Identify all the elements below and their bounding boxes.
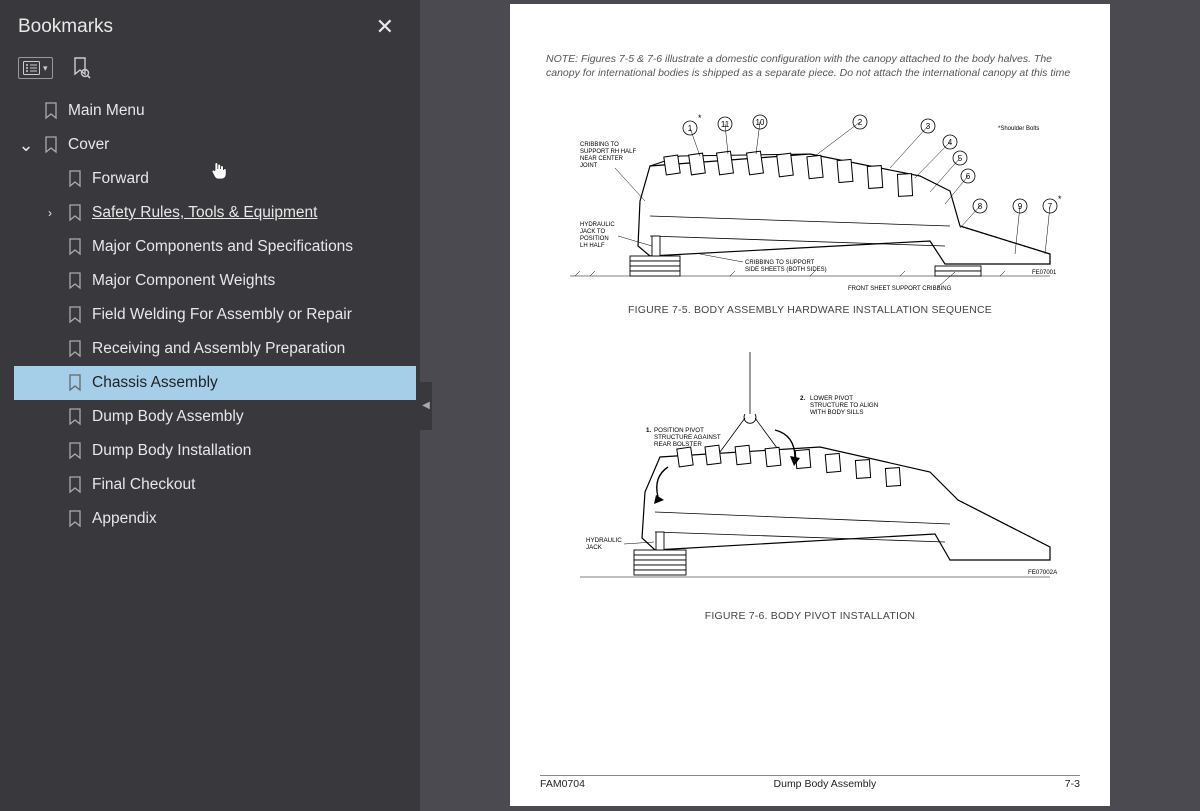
svg-text:9: 9 — [1018, 202, 1023, 211]
bookmark-item[interactable]: Main Menu — [14, 94, 416, 128]
svg-text:3: 3 — [926, 122, 931, 131]
bookmark-label: Forward — [92, 170, 149, 188]
svg-text:*: * — [698, 113, 702, 123]
options-button[interactable]: ▾ — [18, 57, 53, 79]
bookmark-label: Final Checkout — [92, 476, 195, 494]
footer-right: 7-3 — [1065, 778, 1080, 790]
note-text: NOTE: Figures 7-5 & 7-6 illustrate a dom… — [532, 52, 1088, 80]
bookmark-icon — [42, 136, 60, 154]
bookmark-icon — [66, 272, 84, 290]
bookmark-label: Safety Rules, Tools & Equipment — [92, 204, 317, 222]
bookmarks-header: Bookmarks ✕ — [0, 0, 420, 50]
find-bookmark-icon[interactable] — [69, 56, 93, 80]
bookmark-icon — [66, 374, 84, 392]
svg-text:FE07001: FE07001 — [1032, 270, 1057, 276]
bookmarks-toolbar: ▾ — [0, 50, 420, 94]
bookmark-icon — [66, 510, 84, 528]
bookmark-label: Field Welding For Assembly or Repair — [92, 306, 352, 324]
svg-text:FRONT SHEET SUPPORT CRIBBING: FRONT SHEET SUPPORT CRIBBING — [848, 286, 952, 292]
svg-text:HYDRAULICJACK TOPOSITIONLH HAL: HYDRAULICJACK TOPOSITIONLH HALF — [580, 222, 615, 249]
svg-text:1.: 1. — [646, 427, 651, 434]
collapse-handle-icon[interactable]: ◀ — [420, 382, 432, 430]
svg-text:2: 2 — [858, 118, 863, 127]
bookmark-icon — [66, 476, 84, 494]
bookmark-item[interactable]: Final Checkout — [14, 468, 416, 502]
bookmark-item[interactable]: Forward — [14, 162, 416, 196]
bookmark-item[interactable]: Major Component Weights — [14, 264, 416, 298]
document-viewport[interactable]: NOTE: Figures 7-5 & 7-6 illustrate a dom… — [420, 0, 1200, 811]
bookmark-item[interactable]: › Safety Rules, Tools & Equipment — [14, 196, 416, 230]
bookmark-label: Main Menu — [68, 102, 145, 120]
bookmark-icon — [66, 238, 84, 256]
bookmark-item[interactable]: Chassis Assembly — [14, 366, 416, 400]
svg-text:CRIBBING TO SUPPORTSIDE SHEETS: CRIBBING TO SUPPORTSIDE SHEETS (BOTH SID… — [745, 260, 827, 273]
page-footer: FAM0704 Dump Body Assembly 7-3 — [510, 773, 1110, 800]
bookmarks-list: Main Menu ⌄ Cover Forward › Safety Rules, Too… — [0, 94, 420, 811]
footer-left: FAM0704 — [540, 778, 585, 790]
bookmark-item[interactable]: Dump Body Installation — [14, 434, 416, 468]
bookmark-label: Dump Body Assembly — [92, 408, 244, 426]
bookmark-icon — [42, 102, 60, 120]
svg-text:FE07002A: FE07002A — [1028, 569, 1058, 576]
bookmark-label: Appendix — [92, 510, 157, 528]
bookmark-icon — [66, 170, 84, 188]
svg-text:4: 4 — [948, 138, 953, 147]
bookmark-label: Receiving and Assembly Preparation — [92, 340, 345, 358]
svg-text:10: 10 — [756, 118, 765, 127]
bookmark-label: Major Component Weights — [92, 272, 275, 290]
svg-text:7: 7 — [1048, 202, 1053, 211]
svg-text:LOWER PIVOTSTRUCTURE TO ALIGNW: LOWER PIVOTSTRUCTURE TO ALIGNWITH BODY S… — [810, 395, 878, 416]
svg-text:6: 6 — [966, 172, 971, 181]
svg-text:8: 8 — [978, 202, 983, 211]
bookmark-item[interactable]: Receiving and Assembly Preparation — [14, 332, 416, 366]
bookmark-icon — [66, 408, 84, 426]
figure-7-5: 1111023456897 — [532, 106, 1088, 316]
bookmark-item[interactable]: Major Components and Specifications — [14, 230, 416, 264]
chevron-down-icon[interactable]: ⌄ — [18, 135, 34, 156]
svg-text:POSITION PIVOTSTRUCTURE AGAIN: POSITION PIVOTSTRUCTURE AGAINSTREAR BOLS… — [654, 427, 721, 448]
bookmark-label: Dump Body Installation — [92, 442, 251, 460]
svg-text:HYDRAULICJACK: HYDRAULICJACK — [586, 537, 622, 551]
bookmark-icon — [66, 340, 84, 358]
pdf-page: NOTE: Figures 7-5 & 7-6 illustrate a dom… — [510, 4, 1110, 806]
bookmark-icon — [66, 306, 84, 324]
bookmark-label: Cover — [68, 136, 109, 154]
bookmark-item[interactable]: ⌄ Cover — [14, 128, 416, 162]
figure-caption: FIGURE 7-6. BODY PIVOT INSTALLATION — [532, 610, 1088, 622]
bookmark-label: Chassis Assembly — [92, 374, 218, 392]
svg-text:CRIBBING TOSUPPORT RH HALFNEAR: CRIBBING TOSUPPORT RH HALFNEAR CENTERJOI… — [580, 142, 636, 169]
svg-text:5: 5 — [958, 154, 963, 163]
svg-text:*Shoulder Bolts: *Shoulder Bolts — [998, 126, 1039, 132]
bookmark-label: Major Components and Specifications — [92, 238, 353, 256]
svg-text:2.: 2. — [800, 395, 805, 402]
bookmark-item[interactable]: Dump Body Assembly — [14, 400, 416, 434]
bookmark-icon — [66, 442, 84, 460]
footer-center: Dump Body Assembly — [774, 778, 877, 790]
figure-caption: FIGURE 7-5. BODY ASSEMBLY HARDWARE INSTA… — [532, 304, 1088, 316]
bookmarks-title: Bookmarks — [18, 16, 113, 38]
figure-7-6: 1. POSITION PIVOTSTRUCTURE AGAINSTREAR B… — [532, 352, 1088, 622]
bookmarks-panel: Bookmarks ✕ ▾ Main Menu ⌄ Cover Forward › Saf… — [0, 0, 420, 811]
bookmark-item[interactable]: Field Welding For Assembly or Repair — [14, 298, 416, 332]
chevron-right-icon[interactable]: › — [42, 206, 58, 220]
svg-text:*: * — [1058, 194, 1062, 204]
bookmark-item[interactable]: Appendix — [14, 502, 416, 536]
bookmark-icon — [66, 204, 84, 222]
close-icon[interactable]: ✕ — [368, 14, 402, 40]
